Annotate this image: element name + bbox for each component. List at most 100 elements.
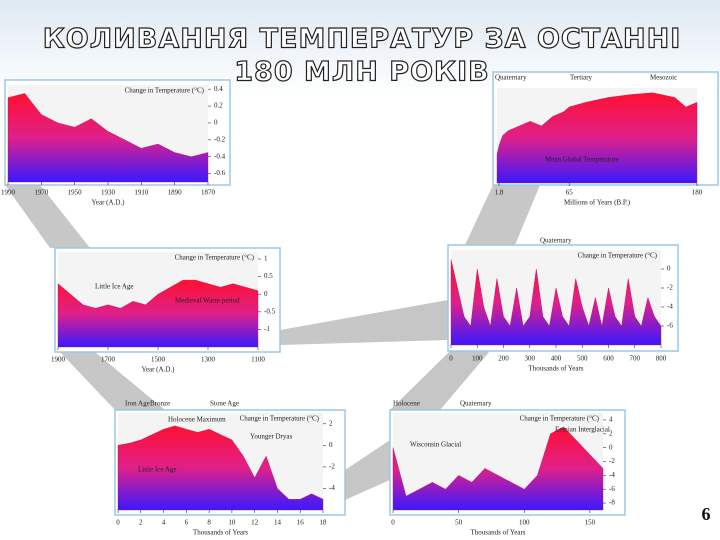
y-tick-label: -4	[667, 303, 673, 311]
y-tick-label: -1	[264, 325, 270, 333]
x-tick-label: 0	[449, 355, 453, 363]
x-tick-label: 65	[566, 189, 574, 197]
y-tick-label: 0.2	[214, 102, 223, 110]
y-tick-label: 0.5	[264, 272, 273, 280]
x-tick-label: 1700	[101, 356, 116, 364]
connector	[345, 440, 390, 500]
x-tick-label: 400	[551, 355, 562, 363]
x-tick-label: 50	[455, 519, 463, 527]
y-tick-label: 0.4	[214, 85, 223, 93]
x-axis-label: Thousands of Years	[528, 365, 583, 373]
annotation: Mean Global Temperature	[545, 156, 619, 164]
x-tick-label: 1970	[34, 189, 49, 197]
annotation: Quaternary	[495, 74, 527, 82]
x-tick-label: 16	[297, 519, 305, 527]
connectors	[5, 185, 540, 500]
x-tick-label: 4	[162, 519, 166, 527]
x-tick-label: 6	[185, 519, 189, 527]
y-axis-label: Change in Temperature (°C)	[240, 415, 320, 423]
connector	[60, 352, 165, 410]
x-axis-label: Year (A.D.)	[92, 199, 126, 207]
x-tick-label: 180	[692, 189, 703, 197]
y-tick-label: -2	[609, 457, 615, 465]
y-tick-label: -4	[329, 484, 335, 492]
x-tick-label: 500	[577, 355, 588, 363]
y-axis-label: Change in Temperature (°C)	[578, 252, 658, 260]
x-tick-label: 1950	[68, 189, 83, 197]
x-axis-label: Thousands of Years	[470, 529, 525, 537]
y-tick-label: -0.6	[214, 169, 226, 177]
x-tick-label: 700	[630, 355, 641, 363]
y-tick-label: -6	[609, 485, 615, 493]
temperature-area	[450, 259, 662, 346]
x-tick-label: 1300	[201, 356, 216, 364]
y-tick-label: 0	[667, 265, 671, 273]
y-tick-label: -2	[667, 284, 673, 292]
annotation: Mesozoic	[650, 74, 677, 82]
y-tick-label: -0.4	[214, 152, 226, 160]
annotation: Stone Age	[210, 400, 239, 408]
annotation: Bronze	[150, 400, 170, 408]
x-tick-label: 0	[116, 519, 120, 527]
slide-title: КОЛИВАННЯ ТЕМПЕРАТУР ЗА ОСТАННІ	[43, 24, 682, 55]
y-tick-label: -8	[609, 499, 615, 507]
annotation: Holocene Maximum	[168, 416, 226, 424]
y-tick-label: 2	[609, 429, 613, 437]
x-tick-label: 0	[391, 519, 395, 527]
annotation: Medieval Warm period	[175, 297, 240, 305]
x-tick-label: 1930	[101, 189, 116, 197]
x-tick-label: 1500	[151, 356, 166, 364]
connector	[390, 351, 490, 410]
y-axis-label: Change in Temperature (°C)	[175, 254, 255, 262]
x-tick-label: 600	[603, 355, 614, 363]
temperature-area	[392, 426, 604, 511]
annotation: Younger Dryas	[250, 433, 293, 441]
x-tick-label: 8	[207, 519, 211, 527]
x-tick-label: 800	[656, 355, 667, 363]
y-tick-label: -0.5	[264, 307, 276, 315]
annotation: Quaternary	[540, 237, 572, 245]
x-tick-label: 14	[274, 519, 282, 527]
y-tick-label: -6	[667, 322, 673, 330]
connector	[5, 185, 90, 248]
temperature-area	[7, 93, 209, 183]
annotation: Little Ice Age	[138, 466, 176, 474]
connector	[280, 300, 448, 345]
x-tick-label: 10	[228, 519, 236, 527]
y-tick-label: -2	[329, 462, 335, 470]
y-axis-label: Change in Temperature (°C)	[125, 87, 205, 95]
annotation: Quaternary	[460, 400, 492, 408]
x-tick-label: 300	[525, 355, 536, 363]
y-tick-label: -4	[609, 471, 615, 479]
x-tick-label: 200	[498, 355, 509, 363]
x-tick-label: 1910	[134, 189, 149, 197]
x-axis-label: Millions of Years (B.P.)	[564, 199, 631, 207]
x-tick-label: 1.8	[495, 189, 504, 197]
x-tick-label: 100	[519, 519, 530, 527]
x-tick-label: 1990	[1, 189, 16, 197]
annotation: Eemian Interglacial	[555, 426, 610, 434]
x-tick-label: 1870	[201, 189, 216, 197]
temperature-area	[57, 279, 259, 348]
x-axis-label: Thousands of Years	[193, 529, 248, 537]
x-tick-label: 2	[139, 519, 143, 527]
annotation: Iron Age	[125, 400, 150, 408]
y-tick-label: 0	[609, 443, 613, 451]
y-tick-label: 4	[609, 416, 613, 424]
slide-subtitle: 180 МЛН РОКІВ	[234, 57, 490, 88]
x-tick-label: 1900	[51, 356, 66, 364]
annotation: Little Ice Age	[95, 283, 133, 291]
connector	[465, 185, 540, 245]
x-tick-label: 1100	[251, 356, 265, 364]
annotation: Wisconsin Glacial	[410, 441, 461, 449]
y-axis-label: Change in Temperature (°C)	[520, 415, 600, 423]
y-tick-label: 2	[329, 419, 333, 427]
y-tick-label: 0	[264, 290, 268, 298]
x-tick-label: 150	[585, 519, 596, 527]
annotation: Tertiary	[570, 74, 593, 82]
x-tick-label: 12	[251, 519, 259, 527]
x-axis-label: Year (A.D.)	[142, 366, 176, 374]
annotation: Holocene	[393, 400, 420, 408]
y-tick-label: 1	[264, 255, 268, 263]
